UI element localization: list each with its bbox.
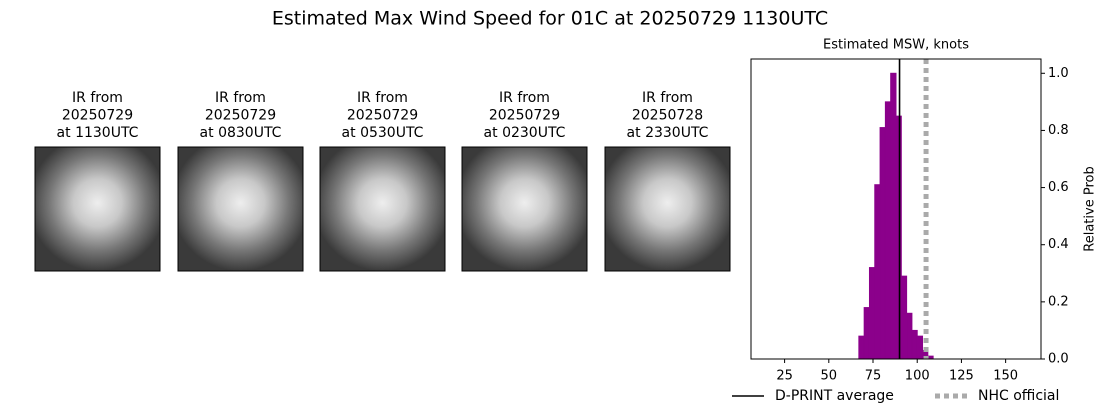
panel-title: 20250729 <box>205 108 276 124</box>
y-tick-label: 0.8 <box>1048 123 1069 138</box>
bar <box>874 184 881 360</box>
x-tick-label: 100 <box>905 369 930 384</box>
legend-label: D-PRINT average <box>775 388 894 404</box>
x-tick-label: 25 <box>776 369 793 384</box>
bar <box>890 72 897 360</box>
bar <box>863 307 870 360</box>
chart-title: Estimated MSW, knots <box>823 38 969 53</box>
bar <box>895 115 902 360</box>
bar <box>916 335 924 360</box>
bar <box>858 335 865 360</box>
ir-image <box>34 146 161 272</box>
plot-frame <box>750 58 1042 360</box>
panel-title: at 0230UTC <box>484 125 566 141</box>
panel-title: 20250729 <box>62 108 133 124</box>
panel-title: 20250729 <box>347 108 418 124</box>
ir-image <box>461 146 588 272</box>
panel-title: IR from <box>72 90 123 106</box>
x-tick-label: 150 <box>993 369 1018 384</box>
legend-label: NHC official <box>978 388 1059 404</box>
figure-title: Estimated Max Wind Speed for 01C at 2025… <box>272 8 828 30</box>
ir-image <box>177 146 304 272</box>
bar <box>879 127 886 360</box>
ir-image <box>319 146 446 272</box>
panel-title: IR from <box>215 90 266 106</box>
panel-title: IR from <box>357 90 408 106</box>
panel-title: 20250728 <box>632 108 703 124</box>
y-tick-label: 0.4 <box>1048 237 1069 252</box>
x-tick-label: 125 <box>949 369 974 384</box>
y-tick-label: 0.6 <box>1048 180 1069 195</box>
panel-title: IR from <box>499 90 550 106</box>
bar <box>911 329 918 360</box>
bar <box>900 275 908 360</box>
bar <box>906 312 913 360</box>
panel-title: at 2330UTC <box>627 125 709 141</box>
x-tick-label: 75 <box>865 369 882 384</box>
y-tick-label: 0.2 <box>1048 294 1069 309</box>
panel-title: 20250729 <box>489 108 560 124</box>
bar <box>884 101 892 360</box>
y-tick-label: 0.0 <box>1048 352 1069 367</box>
y-tick-label: 1.0 <box>1048 66 1069 81</box>
panel-title: IR from <box>642 90 693 106</box>
ir-image <box>604 146 731 272</box>
panel-title: at 0830UTC <box>200 125 282 141</box>
panel-title: at 0530UTC <box>342 125 424 141</box>
panel-title: at 1130UTC <box>57 125 139 141</box>
y-axis-label: Relative Prob <box>1083 166 1098 251</box>
bar <box>868 267 876 360</box>
x-tick-label: 50 <box>821 369 838 384</box>
